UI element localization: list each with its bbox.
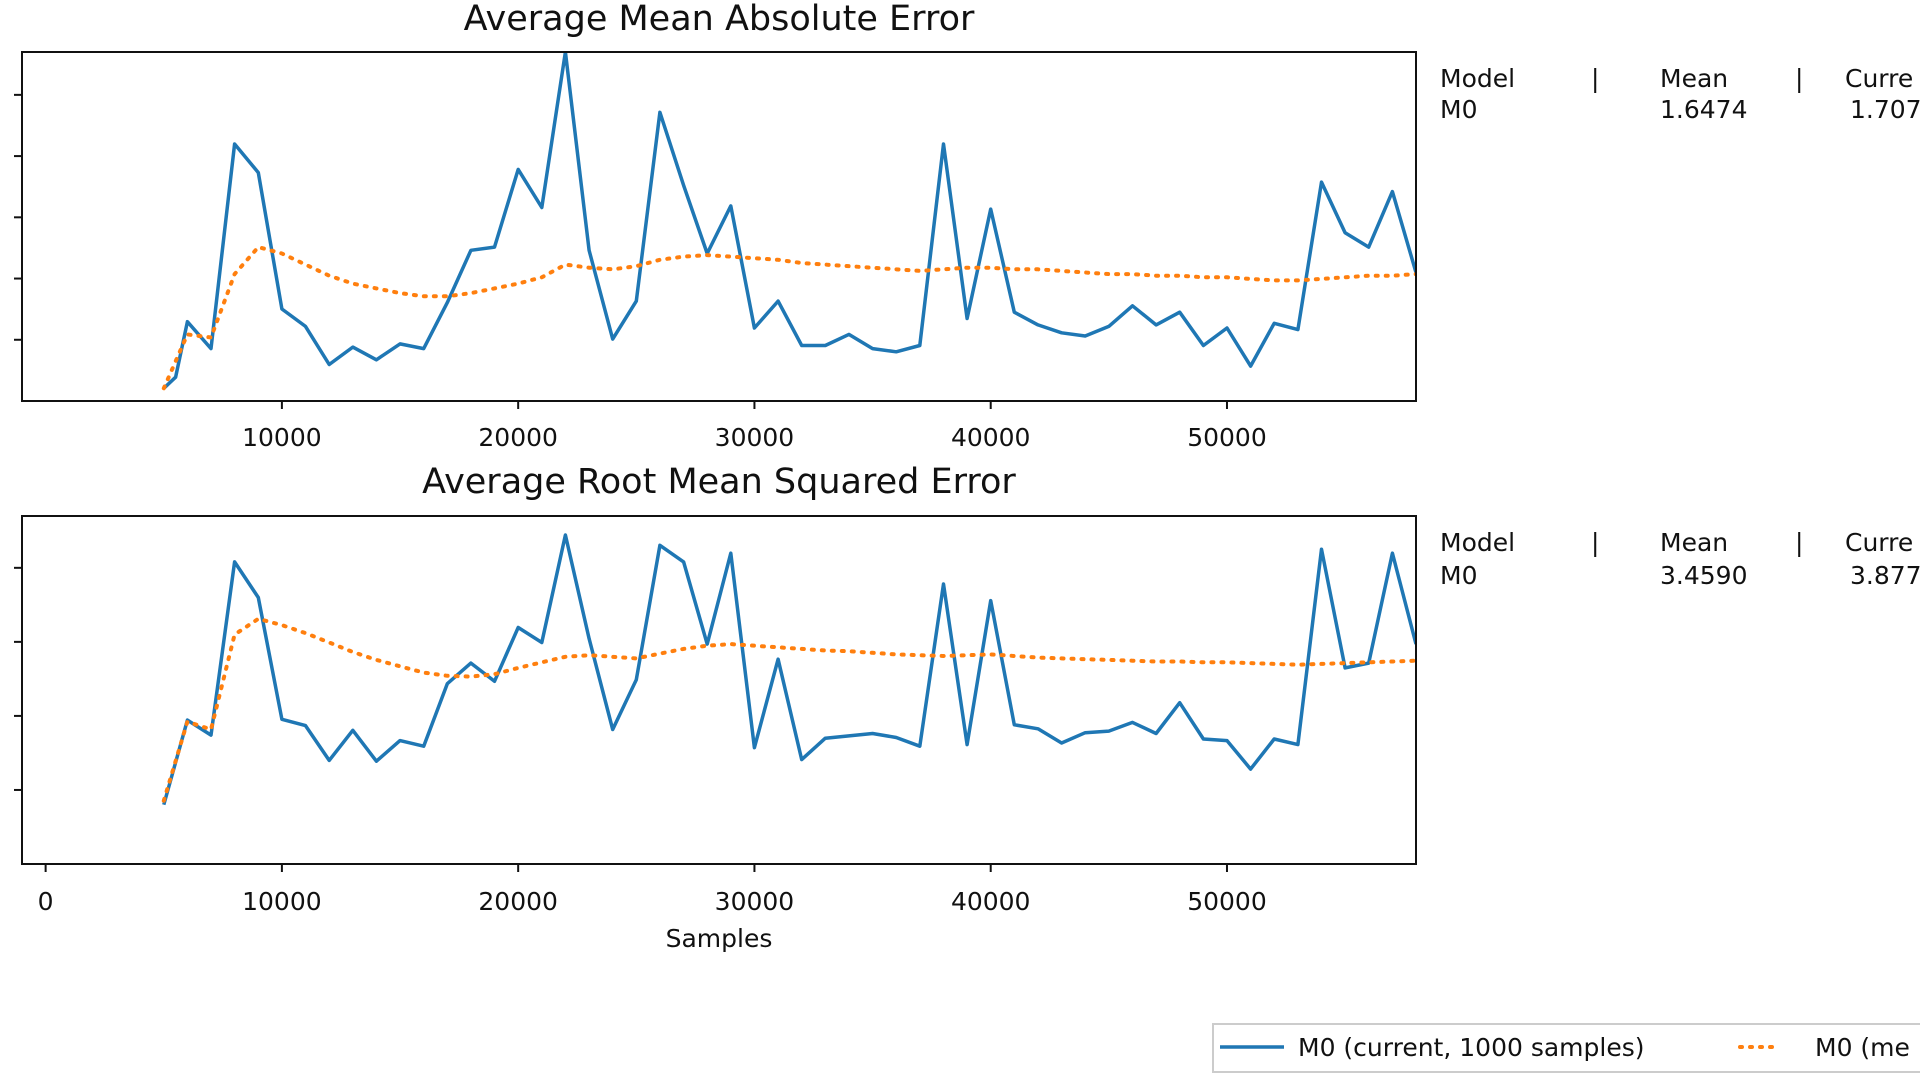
x-tick-label: 10000	[242, 423, 322, 452]
table-header-cell: Mean	[1660, 64, 1728, 93]
x-tick-label: 20000	[478, 423, 558, 452]
x-tick-label: 30000	[715, 887, 795, 916]
table-row-cell: 1.6474	[1660, 95, 1747, 124]
table-header-cell: |	[1591, 528, 1599, 557]
table-header-cell: Curre	[1845, 528, 1913, 557]
plot-frame	[21, 51, 1417, 402]
table-header-cell: Mean	[1660, 528, 1728, 557]
x-tick-label: 20000	[478, 887, 558, 916]
table-row-cell: 3.877	[1850, 561, 1920, 590]
series-line-mean	[161, 245, 1416, 391]
chart-title: Average Mean Absolute Error	[464, 0, 975, 39]
x-tick-label: 40000	[951, 887, 1031, 916]
x-tick-label: 50000	[1187, 887, 1267, 916]
series-line-mean	[161, 616, 1416, 803]
x-tick-label: 30000	[715, 423, 795, 452]
table-row-cell: M0	[1440, 561, 1477, 590]
chart-title: Average Root Mean Squared Error	[422, 462, 1016, 502]
table-header-cell: |	[1795, 64, 1803, 93]
table-header-cell: Model	[1440, 528, 1515, 557]
legend-frame	[1212, 1023, 1920, 1073]
table-header-cell: Model	[1440, 64, 1515, 93]
legend-label-mean: M0 (me	[1815, 1033, 1910, 1062]
x-tick-label: 50000	[1187, 423, 1267, 452]
table-header-cell: Curre	[1845, 64, 1913, 93]
series-line-current	[162, 533, 1416, 806]
x-tick-label: 0	[38, 887, 54, 916]
chart-panel-2: Average Root Mean Squared Error 0 10000 200…	[14, 462, 1920, 953]
x-tick-label: 10000	[242, 887, 322, 916]
chart-panel-1: Average Mean Absolute Error 10000 20000 300…	[14, 0, 1920, 452]
legend: M0 (current, 1000 samples) M0 (me	[1212, 1023, 1920, 1073]
series-line-current	[162, 52, 1416, 390]
table-header-cell: |	[1795, 528, 1803, 557]
table-row-cell: 1.707	[1850, 95, 1920, 124]
table-header-cell: |	[1591, 64, 1599, 93]
table-row-cell: 3.4590	[1660, 561, 1747, 590]
x-axis-label: Samples	[666, 924, 773, 953]
x-tick-label: 40000	[951, 423, 1031, 452]
table-row-cell: M0	[1440, 95, 1477, 124]
legend-label-current: M0 (current, 1000 samples)	[1298, 1033, 1645, 1062]
plot-frame	[21, 515, 1417, 865]
